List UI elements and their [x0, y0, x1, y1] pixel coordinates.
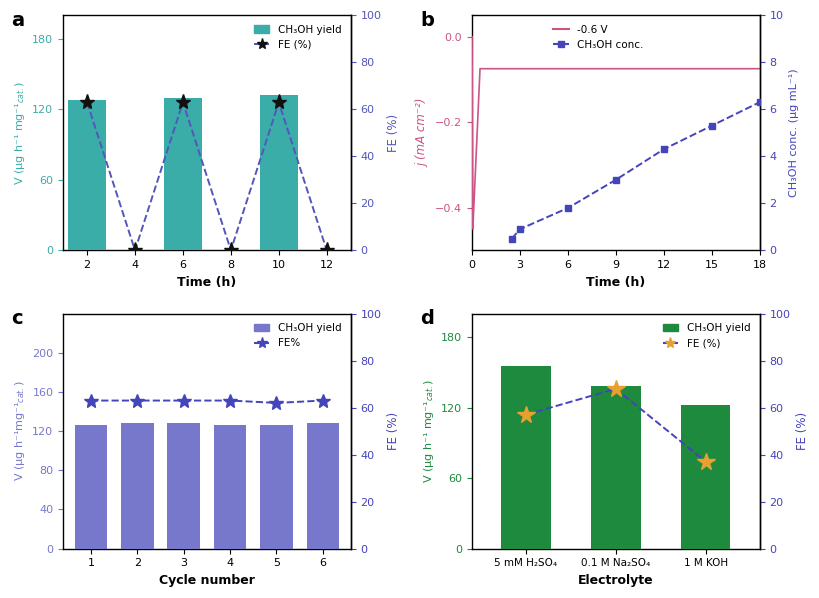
Bar [590, 386, 640, 548]
Text: c: c [11, 309, 23, 328]
Bar [306, 423, 339, 548]
Text: b: b [420, 11, 433, 29]
Y-axis label: FE (%): FE (%) [387, 412, 400, 450]
Y-axis label: V (μg h⁻¹ mg⁻¹$_{cat.}$): V (μg h⁻¹ mg⁻¹$_{cat.}$) [12, 81, 27, 185]
Legend: CH₃OH yield, FE%: CH₃OH yield, FE% [249, 319, 345, 352]
Legend: CH₃OH yield, FE (%): CH₃OH yield, FE (%) [249, 20, 345, 54]
Legend: -0.6 V, CH₃OH conc.: -0.6 V, CH₃OH conc. [549, 20, 647, 54]
Bar [680, 405, 730, 548]
Bar [68, 100, 106, 251]
Bar [260, 425, 292, 548]
Bar [121, 423, 153, 548]
Legend: CH₃OH yield, FE (%): CH₃OH yield, FE (%) [658, 319, 753, 352]
Bar [500, 367, 550, 548]
Bar [167, 423, 200, 548]
Y-axis label: FE (%): FE (%) [795, 412, 808, 450]
Bar [75, 425, 107, 548]
Y-axis label: V (μg h⁻¹ mg⁻¹$_{cat.}$): V (μg h⁻¹ mg⁻¹$_{cat.}$) [421, 379, 435, 483]
Bar [164, 97, 201, 251]
Text: a: a [11, 11, 25, 29]
X-axis label: Time (h): Time (h) [177, 276, 236, 289]
X-axis label: Time (h): Time (h) [586, 276, 645, 289]
Y-axis label: CH₃OH conc. (μg mL⁻¹): CH₃OH conc. (μg mL⁻¹) [788, 69, 798, 197]
X-axis label: Electrolyte: Electrolyte [577, 574, 653, 587]
Bar [214, 425, 246, 548]
Bar [260, 95, 297, 251]
Y-axis label: FE (%): FE (%) [387, 114, 400, 152]
Text: d: d [420, 309, 433, 328]
X-axis label: Cycle number: Cycle number [159, 574, 255, 587]
Y-axis label: j (mA cm⁻²): j (mA cm⁻²) [416, 99, 429, 167]
Y-axis label: V (μg h⁻¹mg⁻¹$_{cat.}$): V (μg h⁻¹mg⁻¹$_{cat.}$) [12, 381, 27, 481]
